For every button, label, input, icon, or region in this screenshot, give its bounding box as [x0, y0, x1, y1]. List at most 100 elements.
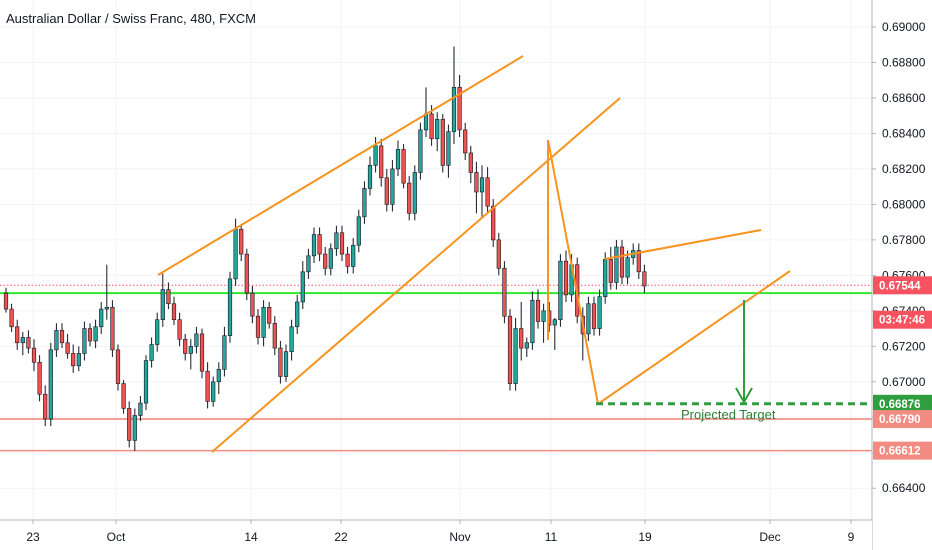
candle-body	[586, 303, 591, 335]
candle-body	[435, 118, 440, 140]
candle-body	[457, 87, 462, 131]
candle-body	[48, 349, 53, 420]
candle-body	[328, 248, 333, 269]
chart-grid	[0, 0, 872, 520]
candle-body	[552, 319, 557, 326]
candle-body	[597, 296, 602, 329]
candle-body	[121, 383, 126, 409]
y-tick-label: 0.66400	[882, 481, 926, 495]
candle-body	[9, 308, 14, 328]
price-badge	[873, 441, 932, 460]
price-badge-label: 03:47:46	[879, 315, 925, 327]
price-badge	[873, 310, 932, 329]
candle-body	[323, 253, 328, 269]
candle-body	[642, 271, 647, 287]
candle-body	[127, 408, 132, 441]
candle-body	[412, 172, 417, 214]
candle-body	[283, 351, 289, 377]
price-badge-label: 0.66876	[879, 399, 921, 411]
candle-body	[76, 353, 81, 367]
price-badge-label: 0.67544	[879, 280, 921, 292]
candle-body	[300, 271, 305, 303]
candle-body	[446, 131, 451, 166]
candle-body	[87, 328, 93, 342]
candle-body	[20, 337, 25, 344]
candle-body	[31, 347, 37, 363]
x-tick-label: 22	[334, 530, 348, 544]
candle-body	[82, 328, 87, 354]
candle-body	[138, 402, 143, 416]
candle-body	[171, 303, 177, 321]
y-tick-label: 0.67000	[882, 375, 926, 389]
x-tick-label: 9	[848, 530, 855, 544]
candle-body	[188, 346, 193, 354]
candle-body	[423, 113, 429, 131]
candle-body	[43, 393, 48, 420]
candlestick-series	[3, 46, 647, 451]
candle-body	[356, 216, 361, 246]
candle-body	[619, 246, 625, 278]
candle-body	[530, 299, 535, 344]
candle-body	[37, 361, 42, 395]
candle-body	[390, 168, 395, 205]
y-tick-label: 0.68000	[882, 197, 926, 211]
candle-body	[507, 315, 513, 384]
candle-body	[463, 129, 468, 154]
candle-body	[289, 326, 294, 352]
candle-body	[250, 292, 255, 317]
candle-body	[491, 205, 496, 241]
candle-body	[541, 310, 546, 322]
candle-body	[519, 328, 524, 349]
candle-body	[591, 303, 597, 329]
y-tick-label: 0.68800	[882, 55, 926, 69]
candle-body	[535, 299, 541, 322]
annotations: Projected Target	[596, 300, 872, 422]
candle-body	[524, 342, 529, 349]
candle-body	[306, 255, 311, 273]
candle-body	[110, 306, 115, 351]
annotation-projected-target: Projected Target	[681, 407, 776, 422]
candle-body	[603, 259, 608, 297]
candle-body	[104, 306, 109, 310]
candle-body	[311, 234, 317, 257]
candle-body	[474, 172, 479, 193]
candle-body	[407, 182, 412, 214]
price-badge-label: 0.66612	[879, 446, 921, 458]
candle-body	[233, 228, 238, 280]
candle-body	[149, 344, 154, 361]
candle-body	[558, 260, 563, 321]
flag-lower	[597, 270, 791, 405]
candle-body	[485, 177, 490, 207]
candle-body	[115, 349, 121, 384]
candle-body	[614, 246, 619, 283]
candle-body	[199, 333, 205, 372]
candle-body	[345, 253, 350, 267]
candle-body	[608, 259, 613, 283]
candle-body	[418, 129, 423, 173]
candle-body	[255, 315, 261, 338]
y-tick-label: 0.68400	[882, 126, 926, 140]
candle-body	[502, 267, 507, 317]
candle-body	[479, 177, 485, 193]
candle-body	[468, 152, 473, 173]
x-tick-label: 23	[26, 530, 40, 544]
candle-body	[205, 370, 210, 402]
candle-body	[367, 165, 373, 189]
chart-title: Australian Dollar / Swiss Franc, 480, FX…	[6, 11, 256, 26]
candle-body	[373, 145, 378, 166]
candle-body	[177, 319, 182, 340]
candle-body	[267, 306, 272, 324]
y-axis: 0.69000 0.68800 0.68600 0.68400 0.68200 0.680…	[871, 0, 932, 550]
candle-body	[143, 360, 149, 404]
candle-body	[440, 118, 445, 166]
candle-body	[278, 347, 283, 377]
candle-body	[513, 328, 518, 384]
x-axis: 23 Oct 14 22 Nov 11 19 Dec 9	[0, 519, 872, 550]
trend-drawings	[157, 55, 791, 453]
x-axis-panel	[0, 520, 872, 550]
candle-body	[625, 257, 630, 278]
candle-body	[239, 228, 244, 255]
candle-body	[166, 289, 171, 305]
candle-body	[155, 319, 160, 345]
